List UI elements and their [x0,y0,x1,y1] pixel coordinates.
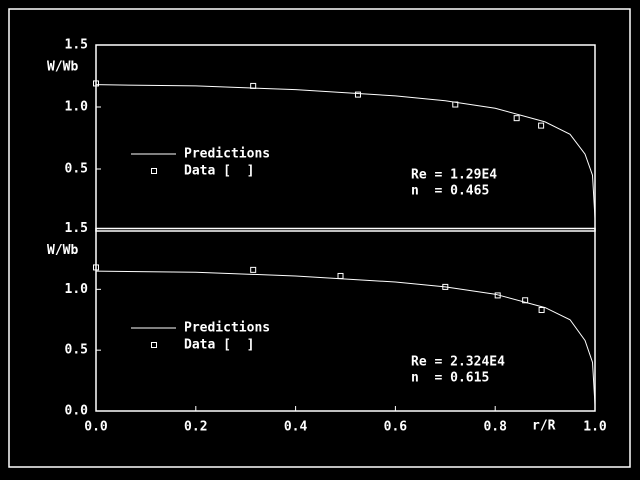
x-tick-label: 0.4 [284,420,308,435]
y-axis-label: W/Wb [47,243,78,258]
legend-label: Data [ ] [184,164,254,179]
data-point [93,264,99,271]
data-point [513,115,520,122]
prediction-line [95,270,596,405]
outer-frame [8,8,631,468]
data-point [442,283,449,290]
x-tick-label: 1.0 [583,420,607,435]
annotation: n = 0.465 [411,184,489,199]
legend-marker [151,342,157,348]
legend-label: Predictions [184,147,270,162]
legend-label: Data [ ] [184,338,254,353]
data-point [93,80,99,87]
data-point [538,307,545,314]
y-tick-label: 1.5 [65,221,88,236]
data-point [494,292,501,299]
y-tick-label: 1.5 [65,38,88,53]
legend-label: Predictions [184,321,270,336]
y-axis-label: W/Wb [47,60,78,75]
data-point [522,297,529,304]
data-point [452,101,459,108]
plot-frame [95,227,596,412]
annotation: Re = 2.324E4 [411,355,505,370]
prediction-line [95,84,596,219]
data-point [337,272,344,279]
annotation: n = 0.615 [411,371,489,386]
annotation: Re = 1.29E4 [411,168,497,183]
data-point [354,91,361,98]
y-tick-label: 1.0 [65,282,89,297]
y-tick-label: 1.0 [65,100,89,115]
x-tick-label: 0.6 [384,420,408,435]
data-point [250,82,257,89]
plot-frame [95,44,596,232]
data-point [538,122,545,129]
y-tick-label: 0.5 [65,162,88,177]
x-tick-label: 0.0 [84,420,108,435]
data-point [250,266,257,273]
x-tick-label: 0.8 [483,420,507,435]
x-axis-label: r/R [532,419,556,434]
y-tick-label: 0.5 [65,343,88,358]
x-tick-label: 0.2 [184,420,207,435]
legend-marker [151,168,157,174]
y-tick-label: 0.0 [65,404,89,419]
